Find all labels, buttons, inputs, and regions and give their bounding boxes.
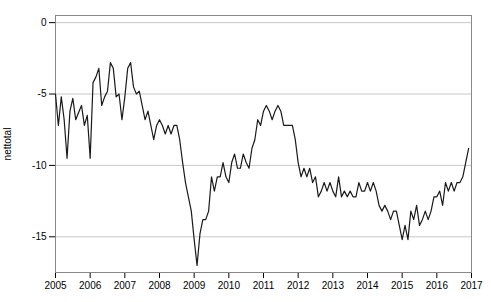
svg-text:0: 0 — [41, 17, 47, 28]
svg-text:2011: 2011 — [253, 280, 275, 291]
svg-text:2005: 2005 — [44, 280, 67, 291]
svg-text:-10: -10 — [32, 160, 47, 171]
svg-text:2013: 2013 — [322, 280, 345, 291]
svg-text:2010: 2010 — [218, 280, 241, 291]
svg-text:2014: 2014 — [356, 280, 379, 291]
svg-text:2017: 2017 — [460, 280, 483, 291]
svg-text:2015: 2015 — [391, 280, 414, 291]
svg-text:2009: 2009 — [183, 280, 206, 291]
svg-text:-15: -15 — [32, 231, 47, 242]
svg-text:2016: 2016 — [426, 280, 449, 291]
svg-text:2007: 2007 — [114, 280, 137, 291]
svg-text:-5: -5 — [38, 88, 47, 99]
svg-text:2012: 2012 — [287, 280, 310, 291]
svg-text:nettotal: nettotal — [2, 128, 13, 161]
svg-text:2006: 2006 — [79, 280, 102, 291]
svg-text:2008: 2008 — [148, 280, 171, 291]
